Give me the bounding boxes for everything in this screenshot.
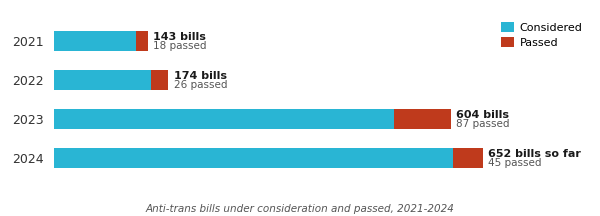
Bar <box>54 31 136 51</box>
Legend: Considered, Passed: Considered, Passed <box>500 22 583 48</box>
Bar <box>136 31 148 51</box>
Bar <box>453 148 483 168</box>
Bar <box>394 109 451 129</box>
Text: 26 passed: 26 passed <box>173 79 227 90</box>
Text: 652 bills so far: 652 bills so far <box>488 149 581 159</box>
Text: 604 bills: 604 bills <box>457 110 509 120</box>
Text: Anti-trans bills under consideration and passed, 2021-2024: Anti-trans bills under consideration and… <box>146 204 454 214</box>
Text: 87 passed: 87 passed <box>457 119 510 129</box>
Bar <box>151 70 169 90</box>
Text: 18 passed: 18 passed <box>154 41 207 51</box>
Bar <box>54 109 394 129</box>
Bar <box>54 148 453 168</box>
Text: 143 bills: 143 bills <box>154 32 206 42</box>
Bar <box>54 70 151 90</box>
Text: 174 bills: 174 bills <box>173 71 227 81</box>
Text: 45 passed: 45 passed <box>488 157 542 168</box>
